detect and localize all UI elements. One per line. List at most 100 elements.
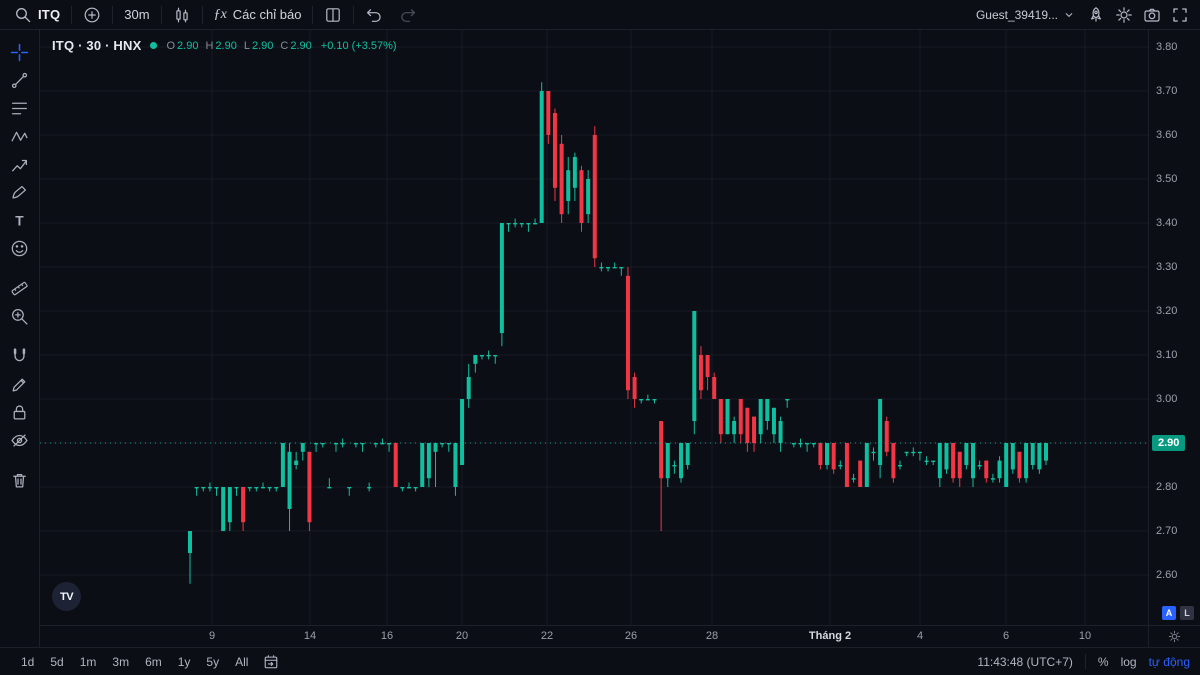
chart-legend[interactable]: ITQ · 30 · HNX O 2.90 H 2.90 L 2.90 C 2.90 +… [52, 38, 397, 53]
brush-tool-button[interactable] [5, 179, 35, 205]
whats-new-button[interactable] [1082, 3, 1110, 27]
drawing-toolbar: T [0, 30, 40, 647]
lock-tool-button[interactable] [5, 399, 35, 425]
screenshot-button[interactable] [1138, 3, 1166, 27]
high-label: H [205, 39, 214, 52]
projection-tool-button[interactable] [5, 151, 35, 177]
text-tool-icon: T [10, 211, 29, 230]
percent-scale-button[interactable]: % [1097, 654, 1109, 669]
range-button-1y[interactable]: 1y [177, 654, 191, 669]
toolbar-divider [1084, 654, 1086, 669]
time-axis-label: 4 [916, 630, 924, 642]
range-button-6m[interactable]: 6m [145, 654, 162, 669]
date-range-group: 1d 5d 1m 3m 6m 1y 5y All [10, 653, 255, 671]
fib-retracement-icon [10, 99, 29, 118]
time-axis-label: 16 [380, 630, 394, 642]
range-button-3m[interactable]: 3m [112, 654, 130, 669]
log-scale-button[interactable]: log [1120, 654, 1137, 669]
gear-icon [1115, 6, 1133, 24]
svg-text:T: T [15, 213, 24, 228]
high-value: 2.90 [215, 39, 237, 52]
ruler-icon [10, 279, 29, 298]
range-button-5y[interactable]: 5y [206, 654, 220, 669]
toolbar-divider [353, 5, 355, 24]
bottom-toolbar: 1d 5d 1m 3m 6m 1y 5y All 11:43:48 (UTC+7) % log… [0, 647, 1200, 675]
draw-pencil-tool-button[interactable] [5, 371, 35, 397]
trend-line-icon [10, 71, 29, 90]
range-button-all[interactable]: All [235, 654, 249, 669]
eye-hidden-tool-button[interactable] [5, 427, 35, 453]
ruler-tool-button[interactable] [5, 275, 35, 301]
candlestick-chart [40, 30, 1148, 625]
magnet-icon [10, 347, 29, 366]
account-name: Guest_39419... [975, 7, 1058, 22]
price-axis-label: 3.60 [1156, 129, 1178, 141]
low-value: 2.90 [251, 39, 274, 52]
toolbar-divider [71, 5, 73, 24]
time-axis-labels: 9 14 16 20 22 26 28 Tháng 2 4 6 10 [40, 626, 1148, 647]
time-axis-label: 22 [540, 630, 554, 642]
close-label: C [280, 39, 289, 52]
crosshair-icon [10, 43, 29, 62]
time-axis-label: 6 [1002, 630, 1010, 642]
chart-type-button[interactable] [165, 3, 199, 27]
price-axis-label: 3.70 [1156, 85, 1178, 97]
auto-scale-button[interactable]: tự động [1148, 654, 1190, 669]
range-button-1m[interactable]: 1m [79, 654, 97, 669]
indicators-button[interactable]: ƒx Các chỉ báo [206, 3, 310, 27]
auto-scale-badge[interactable]: A [1162, 606, 1176, 620]
chevron-down-icon [1064, 10, 1074, 20]
goto-date-button[interactable] [263, 654, 279, 670]
time-axis-label: 26 [624, 630, 638, 642]
crosshair-tool-button[interactable] [5, 39, 35, 65]
layout-button[interactable] [316, 3, 350, 27]
price-axis[interactable]: 2.90 A L 3.80 3.70 3.60 3.50 3.40 3.30 3.20 3.1… [1148, 30, 1200, 625]
settings-button[interactable] [1110, 3, 1138, 27]
price-axis-label: 2.70 [1156, 525, 1178, 537]
time-axis-label: 20 [455, 630, 469, 642]
compare-add-button[interactable] [75, 3, 109, 27]
candlestick-icon [173, 6, 191, 24]
account-menu-button[interactable]: Guest_39419... [968, 3, 1082, 27]
xabcd-pattern-tool-button[interactable] [5, 123, 35, 149]
emoji-icon [10, 239, 29, 258]
trend-line-tool-button[interactable] [5, 67, 35, 93]
rocket-icon [1087, 6, 1105, 24]
chart-canvas[interactable]: ITQ · 30 · HNX O 2.90 H 2.90 L 2.90 C 2.90 +… [40, 30, 1148, 625]
market-status-dot [150, 42, 158, 49]
magnet-tool-button[interactable] [5, 343, 35, 369]
scale-badges: A L [1149, 606, 1194, 620]
fullscreen-button[interactable] [1166, 3, 1194, 27]
tradingview-logo[interactable]: TV [52, 582, 81, 611]
text-tool-tool-button[interactable]: T [5, 207, 35, 233]
zoom-in-tool-button[interactable] [5, 303, 35, 329]
price-axis-label: 2.80 [1156, 481, 1178, 493]
redo-button[interactable] [391, 3, 425, 27]
clock[interactable]: 11:43:48 (UTC+7) [977, 654, 1073, 669]
symbol-search-button[interactable]: ITQ [6, 3, 68, 27]
eye-hidden-icon [10, 431, 29, 450]
range-button-1d[interactable]: 1d [21, 654, 35, 669]
time-axis-settings-button[interactable] [1148, 626, 1200, 647]
lock-icon [10, 403, 29, 422]
log-scale-badge[interactable]: L [1180, 606, 1194, 620]
time-axis[interactable]: 9 14 16 20 22 26 28 Tháng 2 4 6 10 [40, 625, 1200, 647]
price-change: +0.10 (+3.57%) [320, 39, 397, 52]
time-axis-label: 28 [705, 630, 719, 642]
range-button-5d[interactable]: 5d [50, 654, 64, 669]
redo-arrow-icon [399, 6, 417, 24]
price-axis-label: 3.30 [1156, 261, 1178, 273]
interval-button[interactable]: 30m [116, 3, 157, 27]
close-value: 2.90 [290, 39, 312, 52]
gear-icon [1168, 630, 1181, 643]
indicators-label: Các chỉ báo [232, 7, 302, 22]
interval-label: 30m [124, 7, 150, 22]
camera-icon [1143, 6, 1161, 24]
fib-retracement-tool-button[interactable] [5, 95, 35, 121]
undo-button[interactable] [357, 3, 391, 27]
symbol-name: ITQ [38, 7, 61, 22]
toolbar-divider [201, 5, 203, 24]
emoji-tool-button[interactable] [5, 235, 35, 261]
trash-tool-button[interactable] [5, 467, 35, 493]
